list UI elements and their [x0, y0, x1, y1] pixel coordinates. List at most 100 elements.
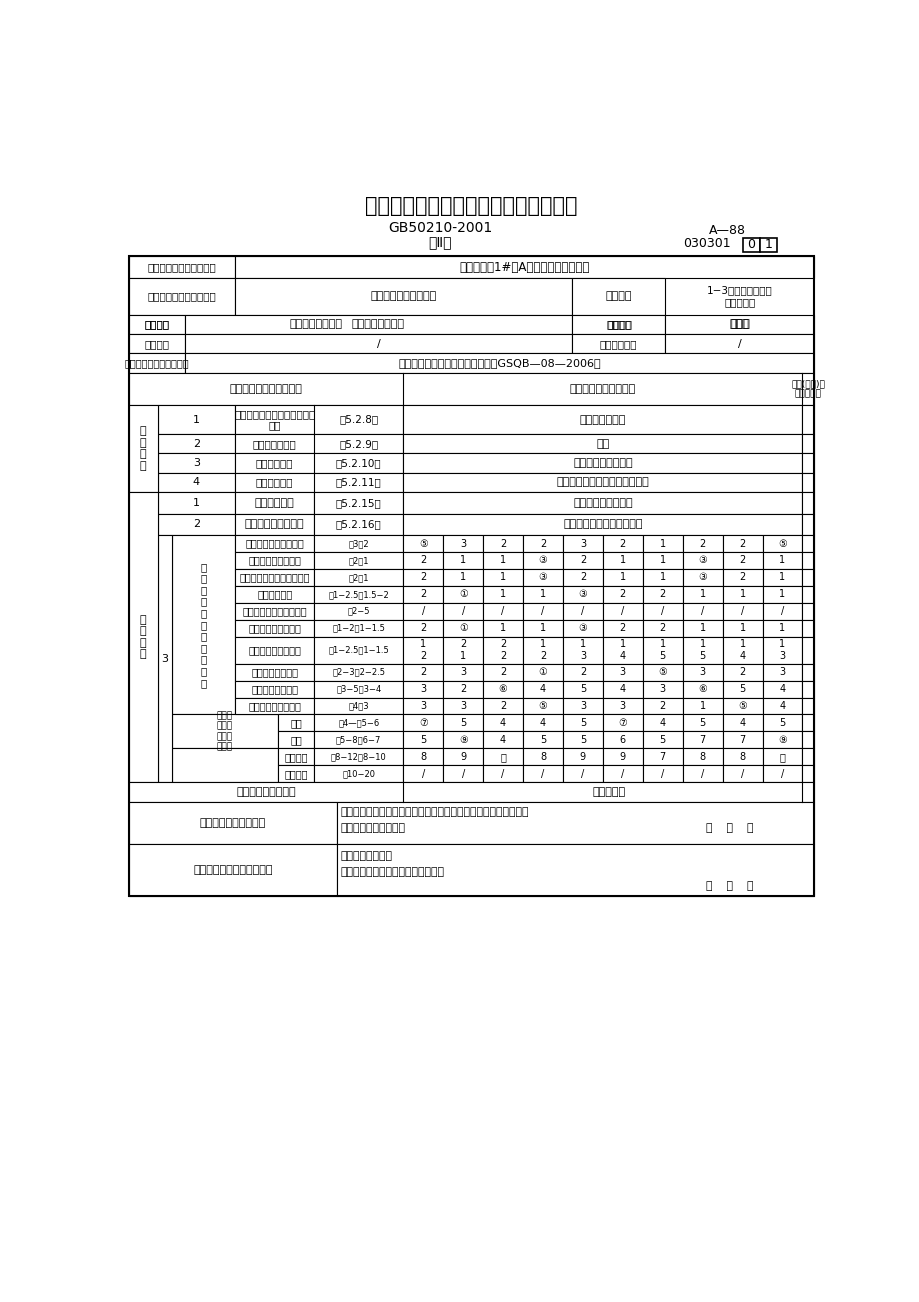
Bar	[235, 698, 313, 715]
Text: 2: 2	[499, 700, 505, 711]
Text: 1: 1	[778, 639, 785, 650]
Text: 4: 4	[539, 717, 546, 728]
Text: 4: 4	[619, 684, 625, 694]
Bar	[562, 766, 602, 783]
Text: ⑦: ⑦	[618, 717, 627, 728]
Bar	[642, 749, 682, 766]
Text: 普8−12高8−10: 普8−12高8−10	[331, 753, 386, 762]
Bar	[642, 586, 682, 603]
Text: 3: 3	[193, 458, 199, 469]
Bar	[129, 335, 185, 353]
Bar	[562, 535, 602, 552]
Bar	[482, 698, 523, 715]
Bar	[642, 620, 682, 637]
Text: 2: 2	[619, 590, 625, 599]
Text: /: /	[421, 607, 425, 616]
Bar	[762, 749, 801, 766]
Bar	[562, 569, 602, 586]
Text: 4: 4	[739, 717, 744, 728]
Text: 项目经理: 项目经理	[606, 319, 630, 329]
Text: ⑥: ⑥	[498, 684, 507, 694]
Text: 4: 4	[193, 478, 199, 487]
Text: 第5.2.15条: 第5.2.15条	[335, 497, 381, 508]
Bar	[235, 637, 313, 664]
Text: ⑦: ⑦	[418, 717, 427, 728]
Bar	[602, 603, 642, 620]
Bar	[523, 637, 562, 664]
Text: 缭隙嵌填材料: 缭隙嵌填材料	[255, 497, 294, 508]
Text: 专业工长（施工员）: 专业工长（施工员）	[236, 786, 296, 797]
Bar	[235, 620, 313, 637]
Bar	[171, 749, 278, 783]
Text: 蔣金表: 蔣金表	[730, 319, 750, 329]
Bar	[801, 620, 813, 637]
Text: 普5−8高6−7: 普5−8高6−7	[335, 736, 381, 745]
Text: 分包单位: 分包单位	[144, 339, 169, 349]
Bar	[682, 569, 721, 586]
Text: 2: 2	[739, 667, 745, 677]
Bar	[403, 586, 443, 603]
Bar	[443, 732, 482, 749]
Bar	[682, 552, 721, 569]
Bar	[443, 681, 482, 698]
Bar	[129, 256, 813, 896]
Text: 7: 7	[739, 734, 745, 745]
Text: 4: 4	[739, 651, 744, 661]
Text: 2: 2	[539, 651, 546, 661]
Text: ⑥: ⑥	[698, 684, 706, 694]
Bar	[642, 698, 682, 715]
Bar	[185, 315, 572, 335]
Text: 监理(建设)单
位验收记录: 监理(建设)单 位验收记录	[790, 379, 824, 398]
Bar	[443, 620, 482, 637]
Bar	[235, 473, 403, 492]
Text: 门窗扇与上框间留缝: 门窗扇与上框间留缝	[248, 624, 301, 633]
Text: /: /	[421, 768, 425, 779]
Text: /: /	[780, 768, 783, 779]
Text: /: /	[461, 768, 464, 779]
Text: 框的正、侧面垂直度: 框的正、侧面垂直度	[248, 556, 301, 565]
Text: 5: 5	[420, 734, 425, 745]
Text: 5: 5	[579, 717, 585, 728]
Text: 木门窗扇安装: 木门窗扇安装	[255, 458, 293, 469]
Bar	[129, 405, 157, 492]
Text: 1: 1	[778, 624, 785, 633]
Bar	[642, 732, 682, 749]
Text: 2: 2	[579, 556, 585, 565]
Text: 2: 2	[619, 539, 625, 548]
Text: 安装顺直，与门窗结合牢固: 安装顺直，与门窗结合牢固	[562, 519, 641, 530]
Bar	[403, 453, 801, 473]
Bar	[572, 335, 664, 353]
Bar	[762, 586, 801, 603]
Text: A—88: A—88	[708, 224, 745, 237]
Bar	[721, 664, 762, 681]
Text: 1: 1	[460, 573, 466, 582]
Text: 分部（子分部）工程名称: 分部（子分部）工程名称	[148, 292, 216, 301]
Text: /: /	[780, 607, 783, 616]
Bar	[482, 535, 523, 552]
Text: 木门窗安装牢固: 木门窗安装牢固	[253, 439, 296, 449]
Text: 4: 4	[659, 717, 665, 728]
Bar	[682, 664, 721, 681]
Text: 年    月    日: 年 月 日	[705, 881, 753, 891]
Text: 5: 5	[579, 684, 585, 694]
Bar	[403, 766, 443, 783]
Bar	[235, 513, 313, 535]
Text: 2: 2	[499, 667, 505, 677]
Text: 9: 9	[619, 751, 625, 762]
Text: 浙江广天建设集团: 浙江广天建设集团	[352, 319, 404, 329]
Bar	[403, 569, 443, 586]
Bar	[562, 552, 602, 569]
Text: 2: 2	[420, 624, 425, 633]
Text: 1: 1	[193, 497, 199, 508]
Bar	[523, 715, 562, 732]
Bar	[562, 603, 602, 620]
Text: 外门: 外门	[289, 717, 301, 728]
Bar	[602, 535, 642, 552]
Text: ⑤: ⑤	[418, 539, 427, 548]
Bar	[443, 749, 482, 766]
Bar	[313, 513, 403, 535]
Bar	[403, 681, 443, 698]
Bar	[171, 715, 278, 749]
Text: /: /	[581, 768, 584, 779]
Bar	[602, 749, 642, 766]
